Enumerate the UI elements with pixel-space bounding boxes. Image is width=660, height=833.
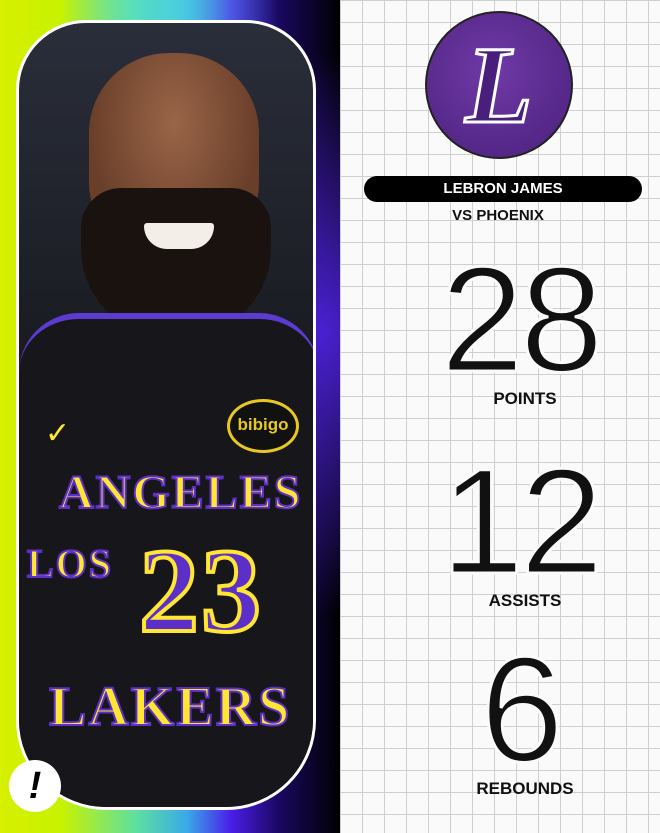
opponent: VS PHOENIX xyxy=(452,207,544,224)
points-value: 28 xyxy=(439,235,605,403)
jersey-text-los: LOS xyxy=(26,541,114,586)
nike-swoosh-icon: ✓ xyxy=(45,417,71,450)
rebounds-value: 6 xyxy=(479,625,565,793)
rebounds-label: REBOUNDS xyxy=(476,779,574,798)
assists-label: ASSISTS xyxy=(488,591,562,610)
photo-panel: ✓ bibigo ANGELES LOS 23 LAKERS ! xyxy=(0,0,340,833)
points-label: POINTS xyxy=(493,389,557,408)
player-jersey: ✓ bibigo ANGELES LOS 23 LAKERS xyxy=(19,313,313,807)
player-name: LEBRON JAMES xyxy=(364,176,642,202)
assists-value: 12 xyxy=(439,437,605,605)
player-photo: ✓ bibigo ANGELES LOS 23 LAKERS xyxy=(16,20,316,810)
jersey-number: 23 xyxy=(137,524,263,657)
logo-letter: L xyxy=(464,24,534,146)
lakers-logo: L xyxy=(425,11,573,159)
sponsor-patch: bibigo xyxy=(227,399,299,453)
player-smile xyxy=(144,223,214,249)
jersey-text-angeles: ANGELES xyxy=(58,466,303,519)
jersey-text-lakers: LAKERS xyxy=(48,676,292,738)
brand-exclamation-icon: ! xyxy=(9,760,61,812)
